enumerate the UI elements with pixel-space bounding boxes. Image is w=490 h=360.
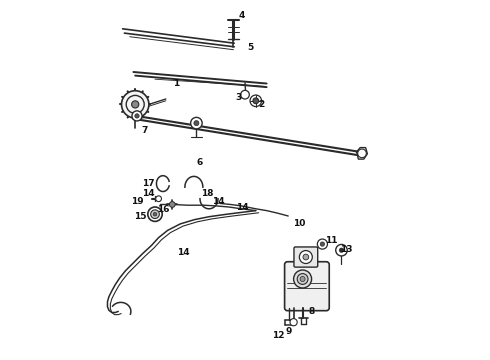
Text: 16: 16	[157, 205, 169, 214]
Circle shape	[170, 202, 175, 207]
Text: 13: 13	[340, 245, 353, 253]
Circle shape	[194, 121, 199, 126]
Circle shape	[135, 114, 139, 118]
Text: 1: 1	[173, 79, 179, 88]
Circle shape	[253, 98, 259, 104]
Circle shape	[320, 242, 324, 246]
Circle shape	[299, 251, 312, 264]
Circle shape	[318, 239, 327, 249]
Text: 8: 8	[309, 307, 315, 316]
Text: 18: 18	[201, 189, 214, 198]
Circle shape	[151, 210, 159, 219]
Circle shape	[132, 111, 142, 121]
Circle shape	[290, 319, 297, 326]
Text: 19: 19	[131, 197, 143, 206]
Text: 9: 9	[285, 328, 292, 336]
Circle shape	[191, 117, 202, 129]
Circle shape	[300, 276, 305, 282]
Circle shape	[303, 254, 309, 260]
Text: 6: 6	[197, 158, 203, 167]
Text: 14: 14	[212, 197, 224, 206]
Text: 5: 5	[247, 43, 253, 52]
Circle shape	[358, 149, 367, 158]
Text: 7: 7	[142, 126, 148, 135]
Circle shape	[126, 95, 144, 113]
Circle shape	[153, 212, 157, 216]
Text: 15: 15	[134, 212, 147, 221]
FancyBboxPatch shape	[285, 262, 329, 311]
Circle shape	[339, 248, 343, 252]
Text: 14: 14	[177, 248, 190, 257]
Text: 2: 2	[258, 100, 264, 109]
Text: 11: 11	[325, 236, 338, 245]
Text: 17: 17	[142, 179, 155, 188]
Text: 10: 10	[293, 220, 305, 229]
Circle shape	[336, 244, 347, 256]
Circle shape	[297, 274, 308, 284]
Text: 14: 14	[236, 202, 248, 212]
Text: 3: 3	[235, 94, 242, 103]
Text: 14: 14	[142, 189, 155, 198]
Circle shape	[241, 90, 249, 99]
Circle shape	[122, 91, 149, 118]
Circle shape	[148, 207, 162, 221]
Circle shape	[132, 101, 139, 108]
FancyBboxPatch shape	[294, 247, 318, 267]
Text: 12: 12	[272, 331, 284, 340]
Circle shape	[294, 270, 312, 288]
Circle shape	[156, 196, 162, 202]
Text: 4: 4	[238, 11, 245, 20]
